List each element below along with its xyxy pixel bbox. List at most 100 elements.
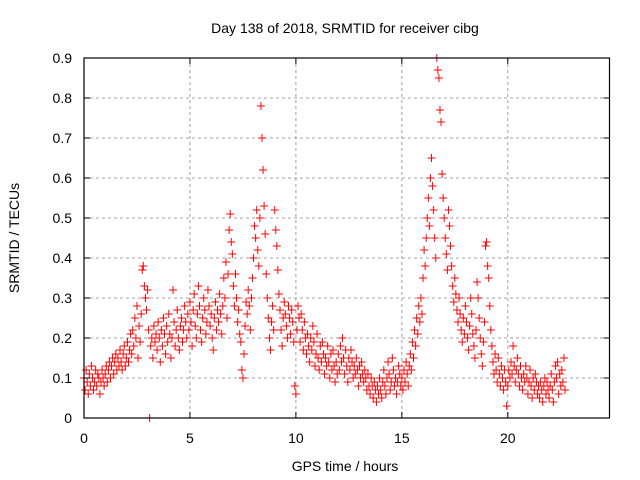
data-point (109, 370, 118, 378)
data-point (550, 378, 559, 386)
data-point (388, 354, 397, 362)
y-tick-label: 0.5 (53, 210, 73, 226)
data-point (194, 282, 203, 290)
data-point (456, 310, 465, 318)
data-point (168, 286, 177, 294)
data-point (449, 298, 458, 306)
data-point (505, 374, 514, 382)
data-point (420, 246, 429, 254)
data-point (128, 326, 137, 334)
data-point (245, 302, 254, 310)
data-point (513, 354, 522, 362)
data-point (325, 374, 334, 382)
data-point (183, 310, 192, 318)
data-point (394, 362, 403, 370)
data-point (158, 342, 167, 350)
data-point (246, 326, 255, 334)
data-point (547, 370, 556, 378)
data-point (535, 394, 544, 402)
data-point (498, 374, 507, 382)
data-point (506, 358, 515, 366)
data-point (278, 342, 287, 350)
data-point (375, 374, 384, 382)
data-point (552, 374, 561, 382)
data-point (207, 310, 216, 318)
data-point (313, 330, 322, 338)
y-tick-label: 0.7 (53, 130, 73, 146)
data-point (494, 354, 503, 362)
data-point (184, 326, 193, 334)
data-point (139, 262, 148, 270)
data-point (462, 318, 471, 326)
data-point (501, 378, 510, 386)
data-point (354, 382, 363, 390)
data-point (152, 330, 161, 338)
data-point (101, 370, 110, 378)
data-point (460, 330, 469, 338)
data-point (224, 270, 233, 278)
data-point (153, 346, 162, 354)
y-tick-labels: 0 0.1 0.2 0.3 0.4 0.5 0.6 0.7 0.8 0.9 (53, 50, 73, 426)
data-point (480, 318, 489, 326)
data-point (540, 374, 549, 382)
data-point (310, 362, 319, 370)
data-point (331, 378, 340, 386)
data-point (171, 342, 180, 350)
data-point (482, 238, 491, 246)
data-point (143, 286, 152, 294)
data-point (496, 382, 505, 390)
data-point (125, 346, 134, 354)
data-point (296, 338, 305, 346)
data-point (342, 362, 351, 370)
data-point (206, 322, 215, 330)
data-point (345, 366, 354, 374)
data-point (235, 330, 244, 338)
data-point (89, 386, 98, 394)
data-point (170, 318, 179, 326)
data-point (124, 358, 133, 366)
data-point (559, 354, 568, 362)
y-tick-label: 0 (64, 410, 72, 426)
data-point (208, 334, 217, 342)
data-point (355, 362, 364, 370)
data-point (402, 358, 411, 366)
data-point (126, 330, 135, 338)
data-point (140, 282, 149, 290)
data-point (155, 334, 164, 342)
data-point (440, 214, 449, 222)
data-point (474, 294, 483, 302)
data-point (416, 294, 425, 302)
data-point (111, 350, 120, 358)
data-point (135, 322, 144, 330)
data-point (521, 362, 530, 370)
data-point (408, 338, 417, 346)
data-point (93, 370, 102, 378)
data-point (231, 270, 240, 278)
data-point (423, 214, 432, 222)
x-tick-label: 20 (500, 430, 516, 446)
data-point (405, 362, 414, 370)
data-point (191, 322, 200, 330)
data-point (230, 302, 239, 310)
data-point (92, 382, 101, 390)
data-point (274, 290, 283, 298)
data-point (450, 274, 459, 282)
data-point (295, 314, 304, 322)
data-point (273, 266, 282, 274)
data-point (526, 366, 535, 374)
data-point (509, 342, 518, 350)
data-point (232, 294, 241, 302)
data-point (448, 282, 457, 290)
data-point (261, 230, 270, 238)
data-point (428, 182, 437, 190)
data-point (172, 326, 181, 334)
data-point (294, 302, 303, 310)
data-point (469, 342, 478, 350)
data-point (555, 370, 564, 378)
data-point (134, 354, 143, 362)
data-point (338, 334, 347, 342)
data-point (466, 294, 475, 302)
data-point (113, 354, 122, 362)
data-point (357, 358, 366, 366)
data-point (519, 370, 528, 378)
